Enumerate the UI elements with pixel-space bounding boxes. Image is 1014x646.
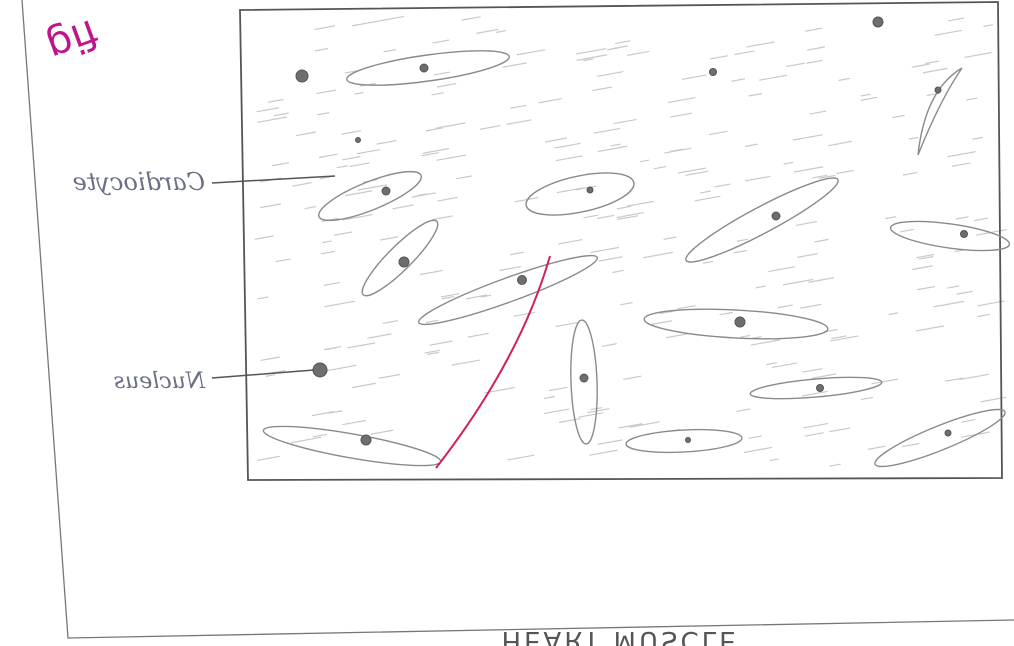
nucleus xyxy=(382,187,390,195)
nucleus xyxy=(961,231,968,238)
nucleus xyxy=(399,257,409,267)
nucleus xyxy=(945,430,951,436)
drawing: Cardiocyte Nucleus fig HEART MUSCLE xyxy=(0,0,1014,646)
nucleus xyxy=(580,374,588,382)
paper xyxy=(0,0,1014,646)
nucleus xyxy=(361,435,371,445)
caption: HEART MUSCLE xyxy=(501,625,738,646)
nucleus xyxy=(710,69,717,76)
nucleus xyxy=(518,276,527,285)
nucleus xyxy=(296,70,308,82)
cardiocyte-label: Cardiocyte xyxy=(73,168,205,196)
nucleus xyxy=(686,438,691,443)
nucleus xyxy=(817,385,824,392)
nucleus xyxy=(735,317,745,327)
nucleus xyxy=(587,187,593,193)
nucleus xyxy=(935,87,941,93)
nucleus xyxy=(420,64,428,72)
nucleus-label: Nucleus xyxy=(114,369,206,394)
nucleus xyxy=(356,138,361,143)
nucleus xyxy=(313,363,327,377)
nucleus xyxy=(772,212,780,220)
nucleus xyxy=(873,17,883,27)
